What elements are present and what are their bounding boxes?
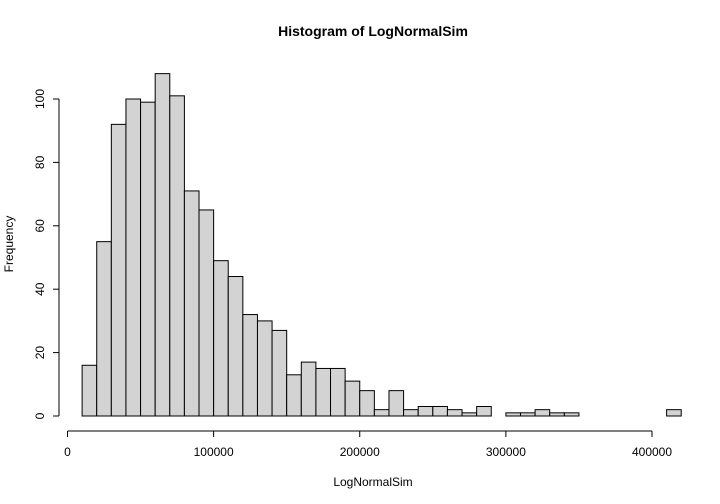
histogram-bar	[110, 123, 127, 417]
histogram-bar	[476, 405, 492, 417]
y-tick-label: 0	[33, 412, 47, 419]
histogram-bar	[256, 320, 273, 417]
histogram-bar	[271, 329, 288, 417]
y-tick-label: 40	[33, 282, 47, 296]
histogram-bar	[125, 98, 142, 417]
y-tick-label: 60	[33, 219, 47, 233]
x-axis-label: LogNormalSim	[333, 475, 412, 489]
histogram-bar	[183, 190, 200, 417]
histogram-bar	[227, 276, 244, 417]
x-tick-label: 100000	[194, 445, 234, 459]
histogram-bar	[154, 73, 171, 417]
histogram-bar	[300, 361, 317, 417]
histogram-bar	[81, 364, 98, 417]
histogram-bar	[417, 405, 434, 417]
x-tick-label: 300000	[486, 445, 526, 459]
histogram-bar	[549, 412, 565, 417]
y-tick-label: 80	[33, 155, 47, 169]
chart-title: Histogram of LogNormalSim	[278, 23, 468, 39]
y-tick-label: 20	[33, 346, 47, 360]
histogram-bar	[534, 409, 551, 417]
histogram-bar	[169, 95, 185, 417]
histogram-bar	[388, 390, 405, 417]
histogram-bar	[330, 367, 346, 417]
histogram-bar	[242, 314, 258, 417]
y-axis: 0 20 40 60 80 100	[33, 89, 60, 419]
histogram-bar	[446, 409, 463, 417]
histogram-bar	[140, 101, 156, 417]
histogram-bar	[666, 409, 682, 417]
histogram-bar	[198, 209, 215, 417]
histogram-bar	[213, 260, 229, 417]
y-axis-label: Frequency	[2, 216, 16, 273]
histogram-bar	[96, 241, 112, 417]
histogram-bar	[373, 409, 390, 417]
histogram-bar	[315, 367, 332, 417]
x-tick-label: 0	[64, 445, 71, 459]
bars-group	[81, 73, 682, 417]
y-tick-label: 100	[33, 89, 47, 109]
histogram-bar	[286, 374, 302, 417]
histogram-bar	[563, 412, 580, 417]
histogram-bar	[359, 390, 375, 417]
x-tick-label: 400000	[632, 445, 672, 459]
histogram-bar	[461, 412, 478, 417]
histogram-bar	[519, 412, 536, 417]
x-tick-label: 200000	[340, 445, 380, 459]
histogram-bar	[505, 412, 521, 417]
histogram-bar	[344, 380, 361, 417]
x-axis: 0 100000 200000 300000 400000	[64, 430, 672, 459]
histogram-bar	[403, 409, 419, 417]
histogram-bar	[432, 405, 448, 417]
